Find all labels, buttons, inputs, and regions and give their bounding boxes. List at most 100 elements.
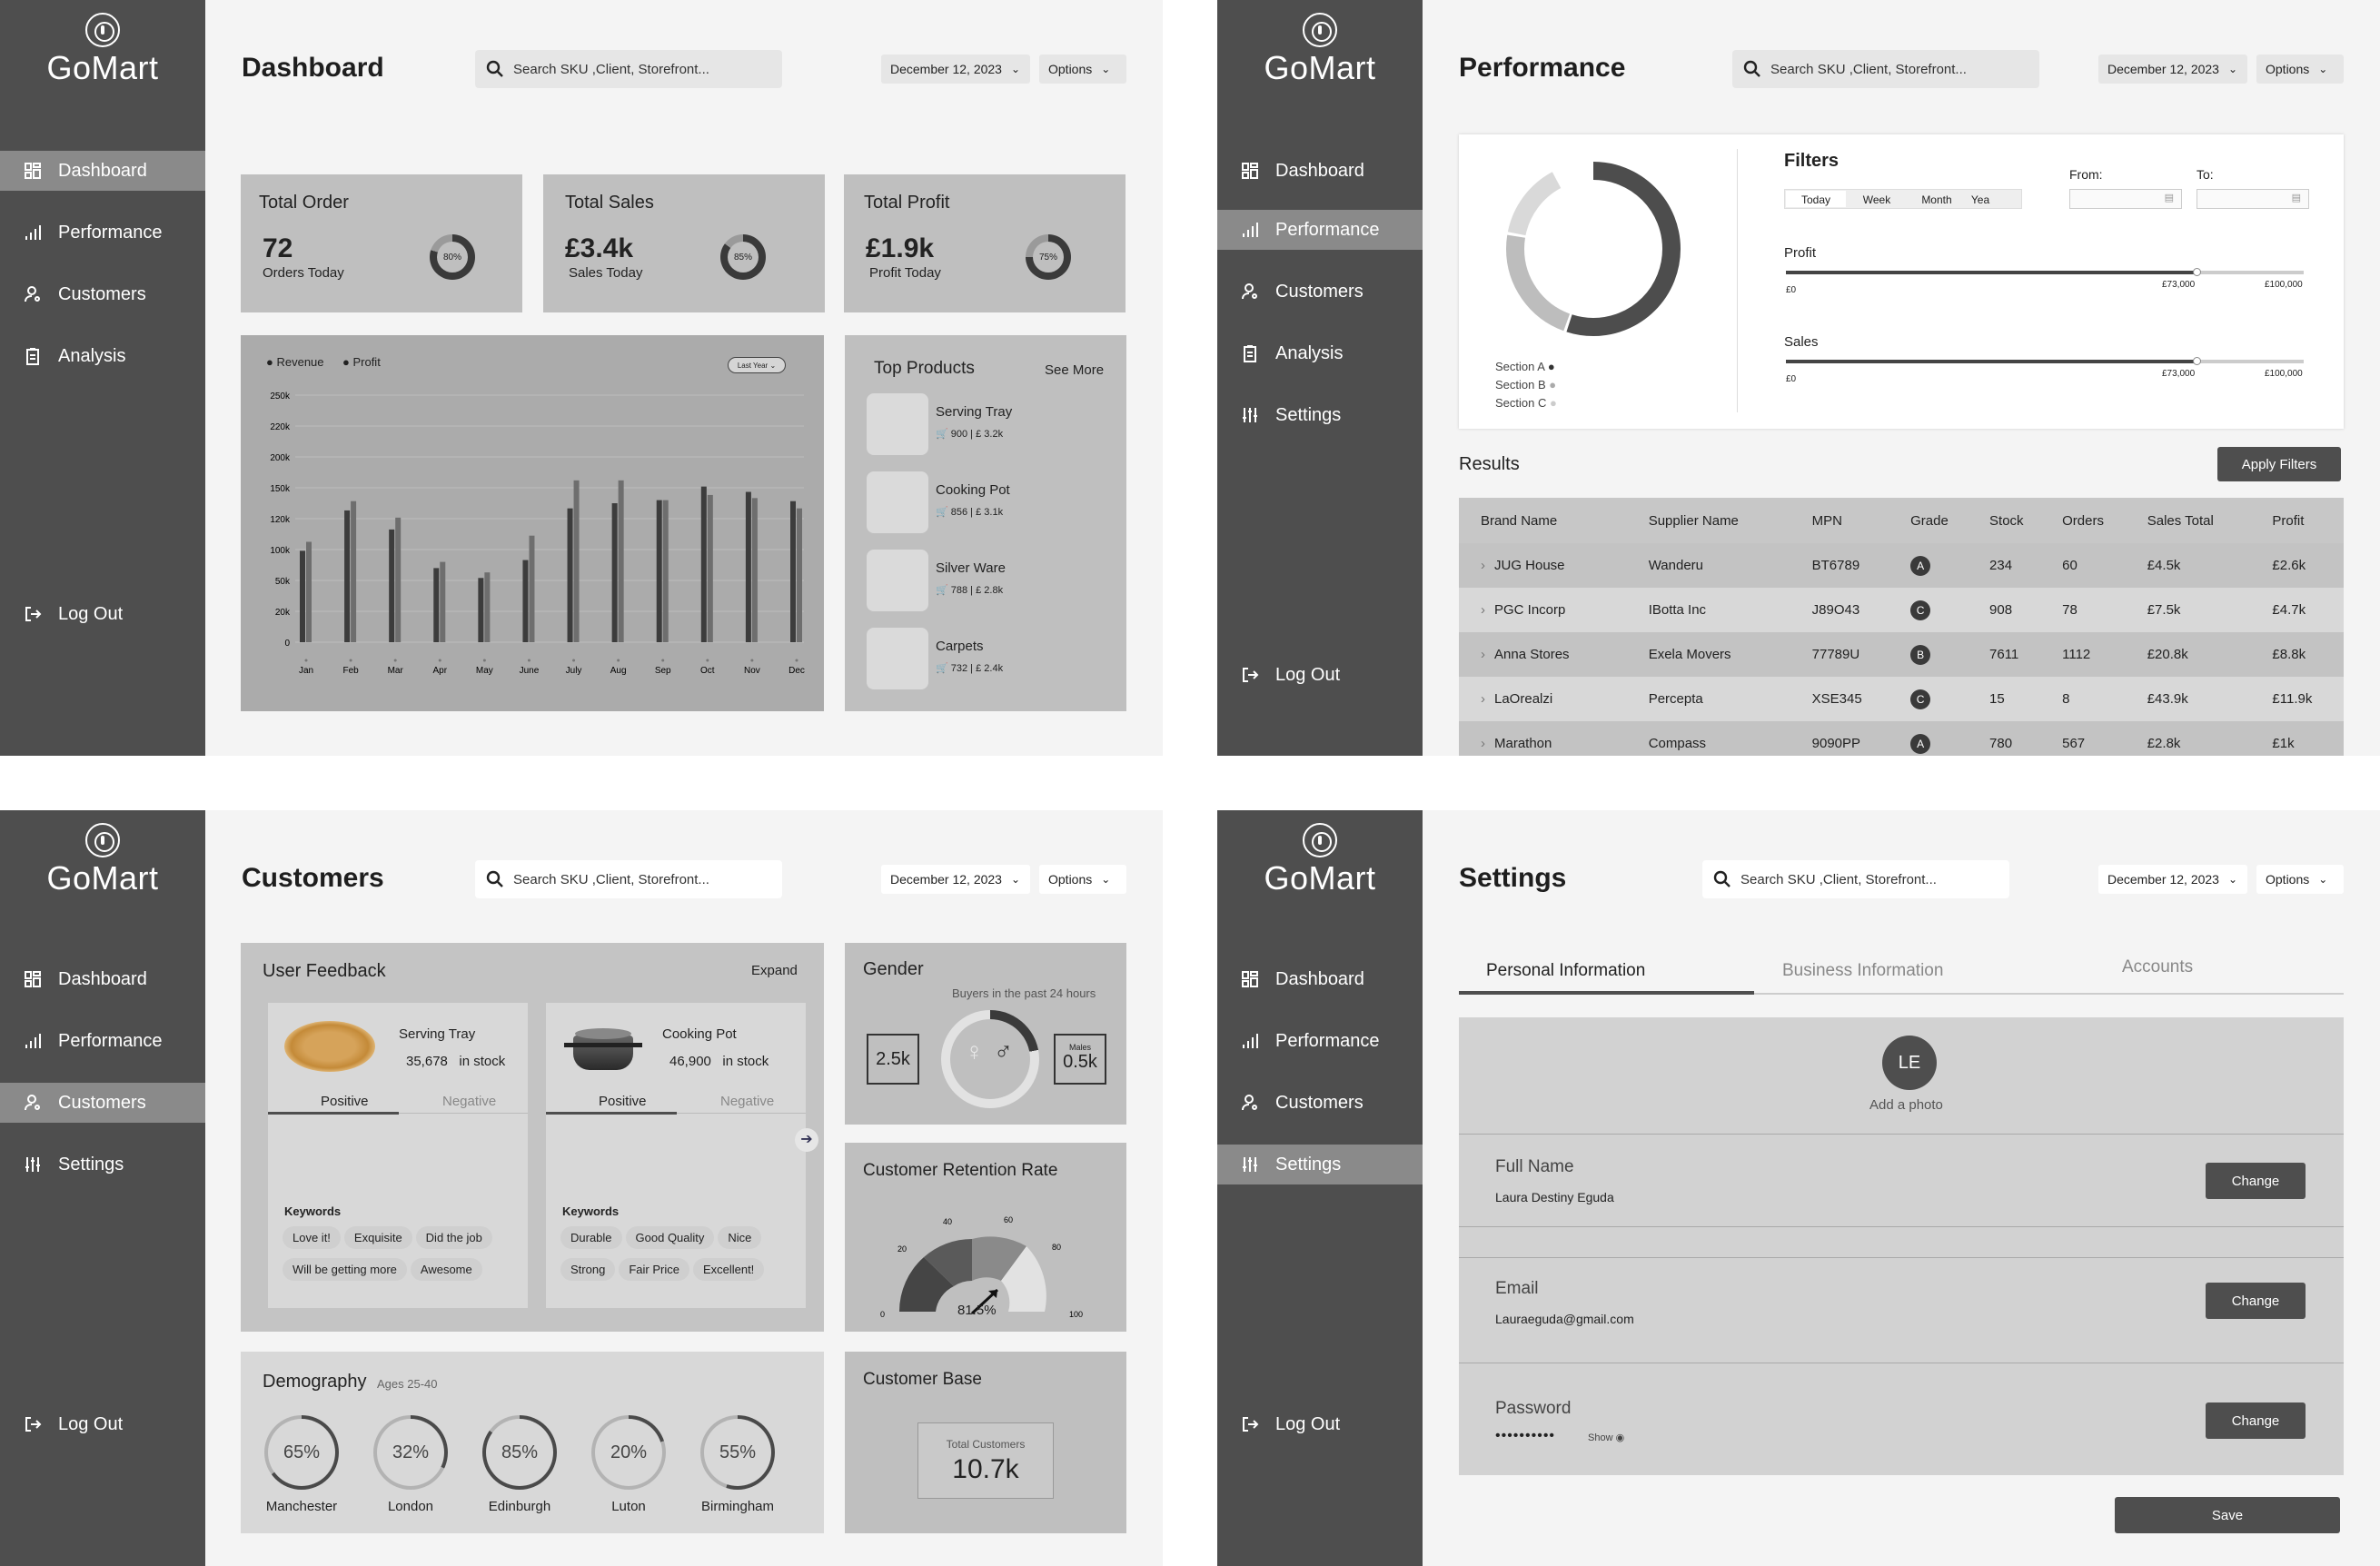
keyword-chip[interactable]: Did the job bbox=[415, 1226, 492, 1249]
tab-negative[interactable]: Negative bbox=[720, 1094, 775, 1109]
sidebar-item-settings[interactable]: Settings bbox=[1217, 395, 1423, 435]
period-tab-month[interactable]: Month bbox=[1921, 193, 1952, 206]
apply-filters-button[interactable]: Apply Filters bbox=[2217, 447, 2341, 481]
slider-handle[interactable] bbox=[2193, 268, 2201, 276]
date-dropdown[interactable]: December 12, 2023 ⌄ bbox=[881, 865, 1030, 894]
column-header[interactable]: Stock bbox=[1989, 512, 2024, 529]
search-input[interactable]: Search SKU ,Client, Storefront... bbox=[475, 50, 782, 88]
column-header[interactable]: Orders bbox=[2062, 512, 2104, 529]
avatar[interactable]: LE bbox=[1882, 1036, 1937, 1090]
tab-personal-information[interactable]: Personal Information bbox=[1486, 961, 1646, 980]
options-dropdown[interactable]: Options ⌄ bbox=[2256, 865, 2344, 894]
sidebar-item-logout[interactable]: Log Out bbox=[1217, 1404, 1423, 1444]
sidebar-item-settings[interactable]: Settings bbox=[0, 1145, 205, 1184]
see-more-link[interactable]: See More bbox=[1045, 362, 1105, 378]
profit-range-label: Profit bbox=[1784, 245, 1817, 261]
date-dropdown[interactable]: December 12, 2023 ⌄ bbox=[2098, 865, 2247, 894]
sidebar-item-performance[interactable]: Performance bbox=[0, 1021, 205, 1061]
sidebar-item-dashboard[interactable]: Dashboard bbox=[0, 959, 205, 999]
logo[interactable]: GoMart bbox=[1217, 823, 1423, 897]
keyword-chip[interactable]: Durable bbox=[560, 1226, 622, 1249]
add-photo-link[interactable]: Add a photo bbox=[1869, 1097, 1943, 1113]
sidebar-item-dashboard[interactable]: Dashboard bbox=[0, 151, 205, 191]
sidebar-item-dashboard[interactable]: Dashboard bbox=[1217, 151, 1423, 191]
change-email-button[interactable]: Change bbox=[2206, 1283, 2306, 1319]
table-row[interactable]: › Marathon Compass 9090PP A 780 567 £2.8k £1k bbox=[1459, 721, 2344, 756]
table-row[interactable]: › PGC Incorp IBotta Inc J89O43 C 908 78 £7.5k £4… bbox=[1459, 588, 2344, 632]
keyword-chip[interactable]: Nice bbox=[718, 1226, 762, 1249]
sales-range-slider[interactable] bbox=[1786, 357, 2304, 365]
sidebar-item-performance[interactable]: Performance bbox=[1217, 1021, 1423, 1061]
search-input[interactable]: Search SKU ,Client, Storefront... bbox=[1702, 860, 2009, 898]
sidebar-item-performance[interactable]: Performance bbox=[0, 213, 205, 253]
show-password-toggle[interactable]: Show ◉ bbox=[1588, 1432, 1624, 1443]
sidebar-item-customers[interactable]: Customers bbox=[0, 1083, 205, 1123]
column-header[interactable]: MPN bbox=[1811, 512, 1842, 529]
sidebar-item-analysis[interactable]: Analysis bbox=[1217, 333, 1423, 373]
chevron-right-icon[interactable]: › bbox=[1481, 691, 1485, 707]
sidebar-item-logout[interactable]: Log Out bbox=[0, 1404, 205, 1444]
chevron-right-icon[interactable]: › bbox=[1481, 602, 1485, 618]
sidebar-item-analysis[interactable]: Analysis bbox=[0, 336, 205, 376]
keyword-chip[interactable]: Awesome bbox=[410, 1258, 482, 1281]
sidebar-item-customers[interactable]: Customers bbox=[1217, 1083, 1423, 1123]
keyword-chip[interactable]: Strong bbox=[560, 1258, 616, 1281]
expand-link[interactable]: Expand bbox=[751, 963, 798, 978]
arrow-right-icon[interactable]: ➔ bbox=[795, 1128, 818, 1152]
period-select[interactable]: Last Year ⌄ bbox=[728, 357, 786, 373]
sidebar-item-logout[interactable]: Log Out bbox=[1217, 655, 1423, 695]
column-header[interactable]: Sales Total bbox=[2147, 512, 2214, 529]
change-name-button[interactable]: Change bbox=[2206, 1163, 2306, 1199]
sidebar-item-performance[interactable]: Performance bbox=[1217, 210, 1423, 250]
sidebar-item-dashboard[interactable]: Dashboard bbox=[1217, 959, 1423, 999]
date-dropdown[interactable]: December 12, 2023 ⌄ bbox=[881, 55, 1030, 84]
date-dropdown[interactable]: December 12, 2023 ⌄ bbox=[2098, 55, 2247, 84]
sidebar-item-customers[interactable]: Customers bbox=[0, 274, 205, 314]
column-header[interactable]: Brand Name bbox=[1481, 512, 1558, 529]
column-header[interactable]: Profit bbox=[2272, 512, 2305, 529]
table-row[interactable]: › JUG House Wanderu BT6789 A 234 60 £4.5k £2.6k bbox=[1459, 543, 2344, 588]
keyword-chip[interactable]: Good Quality bbox=[625, 1226, 715, 1249]
search-input[interactable]: Search SKU ,Client, Storefront... bbox=[1732, 50, 2039, 88]
period-tab-today[interactable]: Today bbox=[1786, 191, 1846, 207]
demography-pct: 20% bbox=[595, 1419, 662, 1486]
table-cell: 780 bbox=[1989, 736, 2013, 751]
keyword-chip[interactable]: Love it! bbox=[283, 1226, 341, 1249]
sidebar-item-logout[interactable]: Log Out bbox=[0, 594, 205, 634]
tab-negative[interactable]: Negative bbox=[442, 1094, 497, 1109]
tab-positive[interactable]: Positive bbox=[599, 1094, 647, 1109]
keyword-chip[interactable]: Excellent! bbox=[692, 1258, 765, 1281]
tab-accounts[interactable]: Accounts bbox=[2122, 957, 2194, 976]
options-dropdown[interactable]: Options ⌄ bbox=[1039, 55, 1126, 84]
chevron-right-icon[interactable]: › bbox=[1481, 558, 1485, 573]
keyword-chip[interactable]: Exquisite bbox=[343, 1226, 412, 1249]
keyword-chip[interactable]: Will be getting more bbox=[283, 1258, 407, 1281]
keyword-chip[interactable]: Fair Price bbox=[619, 1258, 689, 1281]
to-date-input[interactable]: ▤ bbox=[2197, 189, 2309, 209]
logo[interactable]: GoMart bbox=[0, 13, 205, 87]
table-row[interactable]: › LaOrealzi Percepta XSE345 C 15 8 £43.9k £11.9k bbox=[1459, 677, 2344, 721]
slider-handle[interactable] bbox=[2193, 357, 2201, 365]
period-tab-year[interactable]: Yea bbox=[1970, 193, 1990, 206]
sidebar-item-customers[interactable]: Customers bbox=[1217, 272, 1423, 312]
search-input[interactable]: Search SKU ,Client, Storefront... bbox=[475, 860, 782, 898]
logo[interactable]: GoMart bbox=[0, 823, 205, 897]
sidebar-item-settings[interactable]: Settings bbox=[1217, 1145, 1423, 1184]
options-dropdown[interactable]: Options ⌄ bbox=[1039, 865, 1126, 894]
chevron-down-icon: ⌄ bbox=[2227, 873, 2238, 886]
period-tab-week[interactable]: Week bbox=[1862, 193, 1891, 206]
save-button[interactable]: Save bbox=[2115, 1497, 2340, 1533]
options-dropdown[interactable]: Options ⌄ bbox=[2256, 55, 2344, 84]
tab-positive[interactable]: Positive bbox=[321, 1094, 369, 1109]
tab-business-information[interactable]: Business Information bbox=[1782, 961, 1944, 980]
profit-range-slider[interactable] bbox=[1786, 268, 2304, 276]
chevron-right-icon[interactable]: › bbox=[1481, 736, 1485, 751]
chevron-right-icon[interactable]: › bbox=[1481, 647, 1485, 662]
options-label: Options bbox=[1048, 872, 1093, 887]
column-header[interactable]: Grade bbox=[1910, 512, 1949, 529]
from-date-input[interactable]: ▤ bbox=[2069, 189, 2182, 209]
change-password-button[interactable]: Change bbox=[2206, 1402, 2306, 1439]
logo[interactable]: GoMart bbox=[1217, 13, 1423, 87]
column-header[interactable]: Supplier Name bbox=[1648, 512, 1739, 529]
table-row[interactable]: › Anna Stores Exela Movers 77789U B 7611 1112 £… bbox=[1459, 632, 2344, 677]
